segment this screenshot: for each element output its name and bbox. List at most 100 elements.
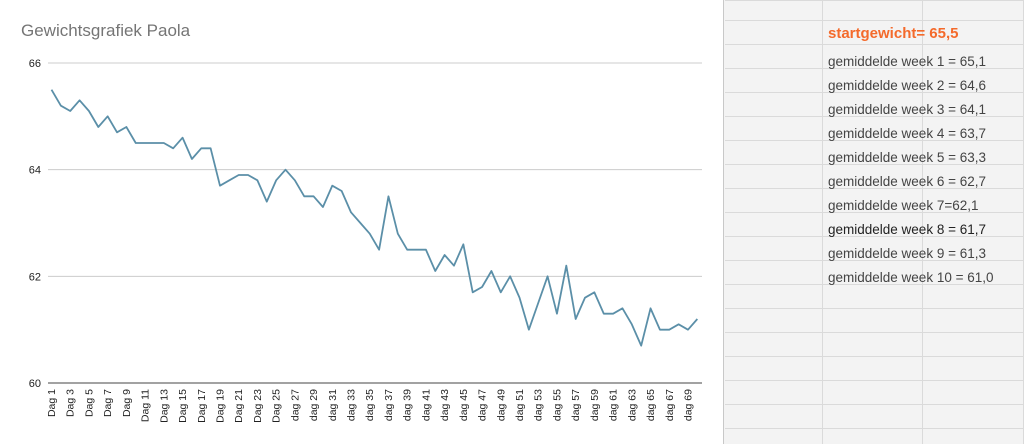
data-point[interactable] xyxy=(66,107,74,115)
data-point[interactable] xyxy=(656,326,664,334)
data-point[interactable] xyxy=(132,139,140,147)
y-tick-label: 62 xyxy=(29,271,41,283)
data-point[interactable] xyxy=(338,187,346,195)
cell-week-1[interactable]: gemiddelde week 1 = 65,1 xyxy=(828,54,986,69)
data-point[interactable] xyxy=(216,182,224,190)
data-point[interactable] xyxy=(693,315,701,323)
x-tick-label: Dag 19 xyxy=(214,389,226,423)
data-point[interactable] xyxy=(469,288,477,296)
data-point[interactable] xyxy=(188,155,196,163)
data-point[interactable] xyxy=(572,315,580,323)
data-point[interactable] xyxy=(85,107,93,115)
data-point[interactable] xyxy=(104,112,112,120)
row-divider xyxy=(725,332,1024,333)
x-tick-label: Dag 11 xyxy=(140,389,152,422)
data-point[interactable] xyxy=(57,102,65,110)
cell-week-8[interactable]: gemiddelde week 8 = 61,7 xyxy=(828,222,986,237)
spreadsheet-area[interactable]: startgewicht= 65,5 gemiddelde week 1 = 6… xyxy=(725,0,1024,444)
data-point[interactable] xyxy=(207,144,215,152)
data-point[interactable] xyxy=(553,310,561,318)
x-tick-label: dag 37 xyxy=(383,389,395,421)
cell-week-4[interactable]: gemiddelde week 4 = 63,7 xyxy=(828,126,986,141)
data-point[interactable] xyxy=(113,128,121,136)
cell-week-7[interactable]: gemiddelde week 7=62,1 xyxy=(828,198,979,213)
data-point[interactable] xyxy=(272,176,280,184)
data-point[interactable] xyxy=(141,139,149,147)
data-point[interactable] xyxy=(497,288,505,296)
data-point[interactable] xyxy=(169,144,177,152)
data-point[interactable] xyxy=(413,246,421,254)
data-point[interactable] xyxy=(516,294,524,302)
data-point[interactable] xyxy=(441,251,449,259)
data-point[interactable] xyxy=(581,294,589,302)
chart-panel[interactable]: 60 62 64 66 Dag 1 Dag 3 Dag 5 Dag 7 Dag 9 Dag 11… xyxy=(0,0,724,444)
data-point[interactable] xyxy=(76,96,84,104)
cell-week-9[interactable]: gemiddelde week 9 = 61,3 xyxy=(828,246,986,261)
x-tick-label: Dag 21 xyxy=(233,389,245,423)
data-point[interactable] xyxy=(179,134,187,142)
data-point[interactable] xyxy=(422,246,430,254)
data-point[interactable] xyxy=(263,198,271,206)
data-point[interactable] xyxy=(628,320,636,328)
data-point[interactable] xyxy=(609,310,617,318)
data-point[interactable] xyxy=(431,267,439,275)
x-tick-label: dag 51 xyxy=(514,389,526,421)
data-point[interactable] xyxy=(244,171,252,179)
data-point[interactable] xyxy=(291,176,299,184)
data-point[interactable] xyxy=(150,139,158,147)
row-divider xyxy=(725,308,1024,309)
data-point[interactable] xyxy=(197,144,205,152)
cell-week-3[interactable]: gemiddelde week 3 = 64,1 xyxy=(828,102,986,117)
row-divider xyxy=(725,0,1024,1)
data-point[interactable] xyxy=(394,230,402,238)
data-point[interactable] xyxy=(319,203,327,211)
data-point[interactable] xyxy=(544,272,552,280)
data-point[interactable] xyxy=(459,240,467,248)
x-tick-label: dag 31 xyxy=(327,389,339,421)
column-divider xyxy=(922,0,923,444)
data-point[interactable] xyxy=(506,272,514,280)
data-point[interactable] xyxy=(618,304,626,312)
x-tick-label: dag 29 xyxy=(308,389,320,421)
cell-week-10[interactable]: gemiddelde week 10 = 61,0 xyxy=(828,270,994,285)
data-point[interactable] xyxy=(160,139,168,147)
data-point[interactable] xyxy=(665,326,673,334)
data-point[interactable] xyxy=(450,262,458,270)
data-point[interactable] xyxy=(366,230,374,238)
series-line-weight xyxy=(50,89,699,347)
data-point[interactable] xyxy=(282,166,290,174)
data-point[interactable] xyxy=(478,283,486,291)
x-tick-label: Dag 1 xyxy=(46,389,58,417)
cell-week-6[interactable]: gemiddelde week 6 = 62,7 xyxy=(828,174,986,189)
data-point[interactable] xyxy=(384,192,392,200)
data-point[interactable] xyxy=(375,246,383,254)
cell-week-2[interactable]: gemiddelde week 2 = 64,6 xyxy=(828,78,986,93)
data-point[interactable] xyxy=(253,176,261,184)
data-point[interactable] xyxy=(225,176,233,184)
data-point[interactable] xyxy=(590,288,598,296)
x-tick-label: Dag 15 xyxy=(177,389,189,423)
data-point[interactable] xyxy=(562,262,570,270)
data-point[interactable] xyxy=(525,326,533,334)
data-point[interactable] xyxy=(684,326,692,334)
data-point[interactable] xyxy=(235,171,243,179)
cell-startgewicht[interactable]: startgewicht= 65,5 xyxy=(828,25,959,42)
data-point[interactable] xyxy=(675,320,683,328)
data-point[interactable] xyxy=(48,86,56,94)
data-point[interactable] xyxy=(310,192,318,200)
data-point[interactable] xyxy=(94,123,102,131)
x-tick-label: Dag 25 xyxy=(271,389,283,423)
data-point[interactable] xyxy=(122,123,130,131)
x-tick-label: Dag 9 xyxy=(121,389,133,417)
data-point[interactable] xyxy=(347,208,355,216)
data-point[interactable] xyxy=(300,192,308,200)
data-point[interactable] xyxy=(356,219,364,227)
data-point[interactable] xyxy=(487,267,495,275)
cell-week-5[interactable]: gemiddelde week 5 = 63,3 xyxy=(828,150,986,165)
data-point[interactable] xyxy=(328,182,336,190)
data-point[interactable] xyxy=(637,342,645,350)
data-point[interactable] xyxy=(600,310,608,318)
data-point[interactable] xyxy=(647,304,655,312)
data-point[interactable] xyxy=(534,299,542,307)
data-point[interactable] xyxy=(403,246,411,254)
